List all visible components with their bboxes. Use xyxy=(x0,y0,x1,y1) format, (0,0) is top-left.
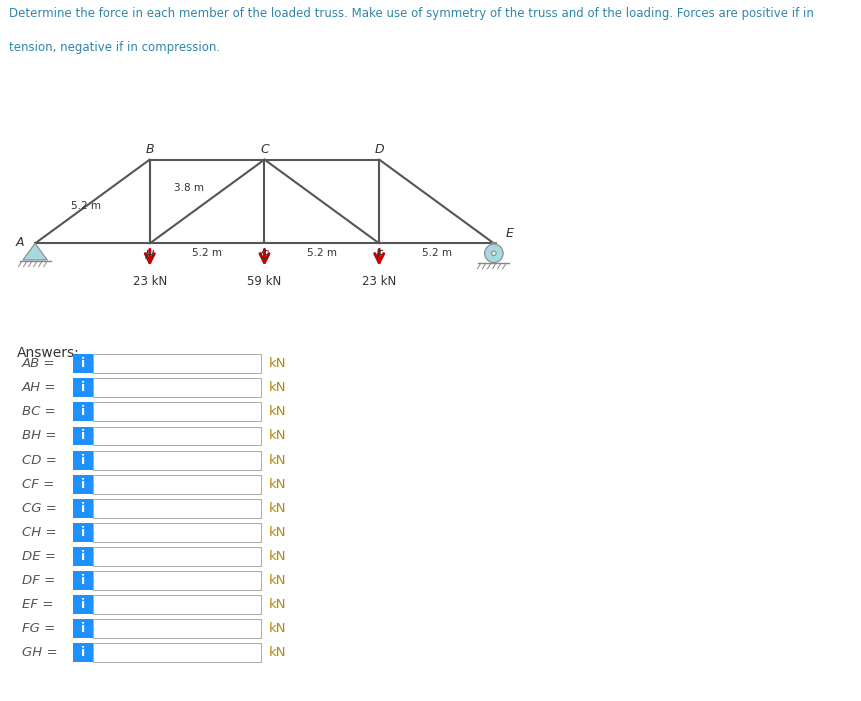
Text: kN: kN xyxy=(269,550,286,563)
FancyBboxPatch shape xyxy=(93,354,261,374)
Text: kN: kN xyxy=(269,430,286,442)
Text: i: i xyxy=(81,622,85,635)
Text: AH =: AH = xyxy=(22,381,56,395)
Text: F: F xyxy=(375,249,383,262)
Text: AB =: AB = xyxy=(22,358,55,370)
Text: 3.8 m: 3.8 m xyxy=(175,183,205,193)
FancyBboxPatch shape xyxy=(73,354,93,374)
FancyBboxPatch shape xyxy=(93,571,261,590)
FancyBboxPatch shape xyxy=(73,571,93,590)
Text: i: i xyxy=(81,526,85,539)
Text: CF =: CF = xyxy=(22,477,53,491)
Text: B: B xyxy=(146,143,154,156)
FancyBboxPatch shape xyxy=(73,523,93,542)
FancyBboxPatch shape xyxy=(73,402,93,421)
FancyBboxPatch shape xyxy=(93,547,261,566)
Text: BH =: BH = xyxy=(22,430,56,442)
FancyBboxPatch shape xyxy=(73,619,93,638)
Text: BC =: BC = xyxy=(22,405,55,418)
Text: CD =: CD = xyxy=(22,454,57,467)
FancyBboxPatch shape xyxy=(93,643,261,662)
Text: kN: kN xyxy=(269,454,286,467)
Text: DF =: DF = xyxy=(22,574,55,587)
Text: DE =: DE = xyxy=(22,550,55,563)
FancyBboxPatch shape xyxy=(73,475,93,494)
Text: FG =: FG = xyxy=(22,622,55,635)
Text: Answers:: Answers: xyxy=(17,346,80,360)
Text: 5.2 m: 5.2 m xyxy=(192,248,222,258)
FancyBboxPatch shape xyxy=(73,547,93,566)
Text: CG =: CG = xyxy=(22,502,57,515)
FancyBboxPatch shape xyxy=(93,475,261,494)
Text: D: D xyxy=(375,143,384,156)
FancyBboxPatch shape xyxy=(73,498,93,517)
FancyBboxPatch shape xyxy=(93,451,261,470)
Text: i: i xyxy=(81,646,85,659)
Text: Determine the force in each member of the loaded truss. Make use of symmetry of : Determine the force in each member of th… xyxy=(9,7,814,20)
Text: kN: kN xyxy=(269,526,286,539)
Text: kN: kN xyxy=(269,622,286,635)
Circle shape xyxy=(485,244,503,263)
Text: i: i xyxy=(81,502,85,515)
Text: i: i xyxy=(81,550,85,563)
FancyBboxPatch shape xyxy=(93,498,261,517)
Text: kN: kN xyxy=(269,405,286,418)
FancyBboxPatch shape xyxy=(93,426,261,445)
Text: GH =: GH = xyxy=(22,646,57,659)
Text: 5.2 m: 5.2 m xyxy=(307,248,337,258)
Text: EF =: EF = xyxy=(22,598,53,611)
Text: 23 kN: 23 kN xyxy=(362,275,396,288)
Text: kN: kN xyxy=(269,502,286,515)
Text: CH =: CH = xyxy=(22,526,56,539)
Circle shape xyxy=(492,251,496,256)
Text: i: i xyxy=(81,381,85,395)
Text: kN: kN xyxy=(269,381,286,395)
Text: i: i xyxy=(81,598,85,611)
Text: i: i xyxy=(81,430,85,442)
Text: i: i xyxy=(81,358,85,370)
Text: kN: kN xyxy=(269,646,286,659)
Polygon shape xyxy=(23,243,47,260)
Text: E: E xyxy=(505,227,513,240)
FancyBboxPatch shape xyxy=(93,402,261,421)
Text: kN: kN xyxy=(269,574,286,587)
Text: 5.2 m: 5.2 m xyxy=(71,201,101,211)
Text: kN: kN xyxy=(269,358,286,370)
Text: A: A xyxy=(15,236,24,249)
FancyBboxPatch shape xyxy=(73,426,93,445)
Text: 23 kN: 23 kN xyxy=(133,275,167,288)
FancyBboxPatch shape xyxy=(73,643,93,662)
Text: kN: kN xyxy=(269,477,286,491)
FancyBboxPatch shape xyxy=(93,595,261,614)
Text: 59 kN: 59 kN xyxy=(247,275,282,288)
Text: i: i xyxy=(81,454,85,467)
Text: G: G xyxy=(260,249,269,262)
FancyBboxPatch shape xyxy=(73,451,93,470)
Text: C: C xyxy=(260,143,269,156)
Text: i: i xyxy=(81,405,85,418)
Text: kN: kN xyxy=(269,598,286,611)
Text: i: i xyxy=(81,574,85,587)
Text: H: H xyxy=(146,249,154,262)
FancyBboxPatch shape xyxy=(93,379,261,397)
FancyBboxPatch shape xyxy=(73,595,93,614)
Text: 5.2 m: 5.2 m xyxy=(422,248,451,258)
FancyBboxPatch shape xyxy=(93,619,261,638)
Text: tension, negative if in compression.: tension, negative if in compression. xyxy=(9,41,220,54)
FancyBboxPatch shape xyxy=(93,523,261,542)
FancyBboxPatch shape xyxy=(73,379,93,397)
Text: i: i xyxy=(81,477,85,491)
